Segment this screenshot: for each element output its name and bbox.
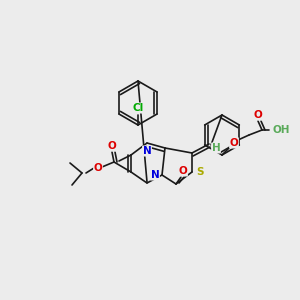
Text: O: O [108,141,116,151]
Text: N: N [142,146,152,156]
Text: OH: OH [272,125,290,135]
Text: Cl: Cl [132,103,144,113]
Text: O: O [178,166,188,176]
Text: S: S [196,167,204,177]
Text: O: O [230,138,238,148]
Text: H: H [212,143,220,153]
Text: N: N [151,170,159,180]
Text: O: O [94,163,102,173]
Text: O: O [254,110,262,120]
